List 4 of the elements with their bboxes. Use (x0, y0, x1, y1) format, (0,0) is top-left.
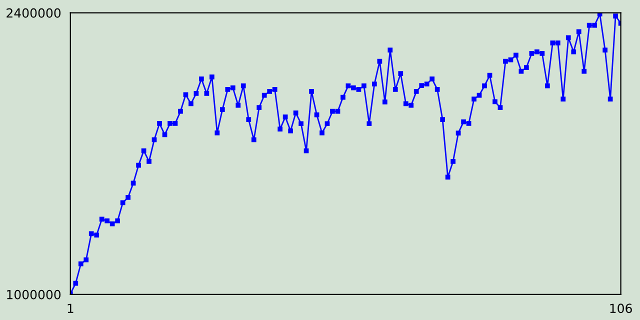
x-tick-label: 106 (610, 304, 632, 314)
y-tick-label: 2400000 (6, 8, 61, 18)
y-tick-label: 1000000 (7, 290, 61, 300)
x-tick-label: 1 (68, 304, 74, 313)
